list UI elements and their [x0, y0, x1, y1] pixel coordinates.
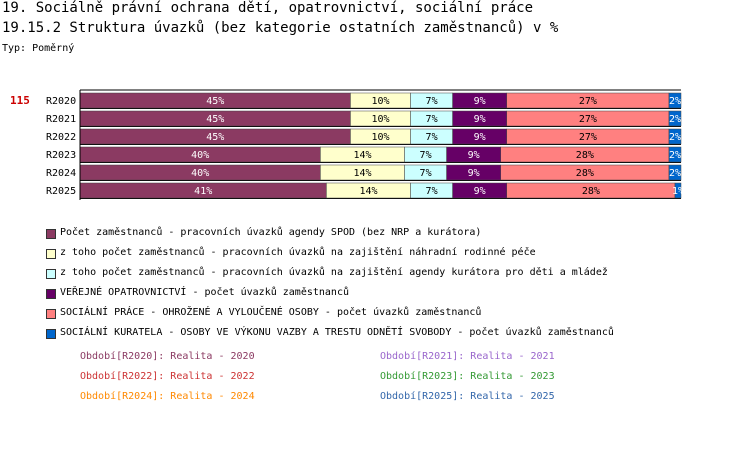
data-label: 27% [579, 132, 597, 143]
category-label: R2024 [46, 168, 76, 179]
legend-swatch [46, 229, 56, 239]
data-label: 9% [474, 114, 486, 125]
data-label: 28% [576, 168, 594, 179]
legend-swatch [46, 329, 56, 339]
category-label: R2021 [46, 114, 76, 125]
data-label: 7% [426, 186, 438, 197]
category-label: R2020 [46, 96, 76, 107]
data-label: 27% [579, 96, 597, 107]
data-label: 9% [474, 186, 486, 197]
period-item: Období[R2022]: Realita - 2022 [80, 371, 255, 382]
data-label: 14% [359, 186, 377, 197]
data-label: 9% [474, 96, 486, 107]
legend-label: VEŘEJNÉ OPATROVNICTVÍ - počet úvazků zam… [60, 287, 349, 298]
data-label: 28% [582, 186, 600, 197]
data-label: 40% [191, 168, 209, 179]
data-label: 28% [576, 150, 594, 161]
category-label: R2022 [46, 132, 76, 143]
marker-value: 115 [10, 94, 30, 107]
bar-segment [668, 92, 682, 109]
data-label: 1% [672, 186, 684, 197]
legend-swatch [46, 269, 56, 279]
period-item: Období[R2023]: Realita - 2023 [380, 371, 555, 382]
data-label: 14% [353, 168, 371, 179]
data-label: 2% [669, 168, 681, 179]
category-label: R2025 [46, 186, 76, 197]
category-label: R2023 [46, 150, 76, 161]
data-label: 27% [579, 114, 597, 125]
period-item: Období[R2025]: Realita - 2025 [380, 391, 555, 402]
data-label: 2% [669, 132, 681, 143]
data-label: 45% [206, 96, 224, 107]
period-item: Období[R2024]: Realita - 2024 [80, 391, 255, 402]
period-item: Období[R2020]: Realita - 2020 [80, 351, 255, 362]
bar-segment [668, 164, 682, 181]
data-label: 7% [420, 150, 432, 161]
legend-label: SOCIÁLNÍ PRÁCE - OHROŽENÉ A VYLOUČENÉ OS… [60, 307, 482, 318]
legend-label: Počet zaměstnanců - pracovních úvazků ag… [60, 227, 482, 238]
data-label: 7% [426, 114, 438, 125]
data-label: 9% [468, 168, 480, 179]
legend-label: z toho počet zaměstnanců - pracovních úv… [60, 267, 608, 278]
legend-swatch [46, 309, 56, 319]
data-label: 41% [194, 186, 212, 197]
legend-swatch [46, 249, 56, 259]
data-label: 2% [669, 96, 681, 107]
bar-segment [668, 146, 682, 163]
data-label: 9% [474, 132, 486, 143]
data-label: 14% [353, 150, 371, 161]
data-label: 9% [468, 150, 480, 161]
chart-title: 19. Sociálně právní ochrana dětí, opatro… [2, 0, 534, 16]
data-label: 10% [371, 96, 389, 107]
data-label: 10% [371, 132, 389, 143]
legend-label: z toho počet zaměstnanců - pracovních úv… [60, 247, 536, 258]
bar-segment [674, 182, 682, 199]
bar-segment [668, 128, 682, 145]
type-label: Typ: Poměrný [2, 43, 75, 54]
data-label: 7% [426, 96, 438, 107]
chart-subtitle: 19.15.2 Struktura úvazků (bez kategorie … [2, 20, 559, 36]
data-label: 7% [426, 132, 438, 143]
data-label: 2% [669, 150, 681, 161]
data-label: 40% [191, 150, 209, 161]
period-item: Období[R2021]: Realita - 2021 [380, 351, 555, 362]
bar-segment [668, 110, 682, 127]
data-label: 45% [206, 114, 224, 125]
data-label: 45% [206, 132, 224, 143]
legend-swatch [46, 289, 56, 299]
data-label: 2% [669, 114, 681, 125]
data-label: 10% [371, 114, 389, 125]
data-label: 7% [420, 168, 432, 179]
legend-label: SOCIÁLNÍ KURATELA - OSOBY VE VÝKONU VAZB… [60, 327, 614, 338]
